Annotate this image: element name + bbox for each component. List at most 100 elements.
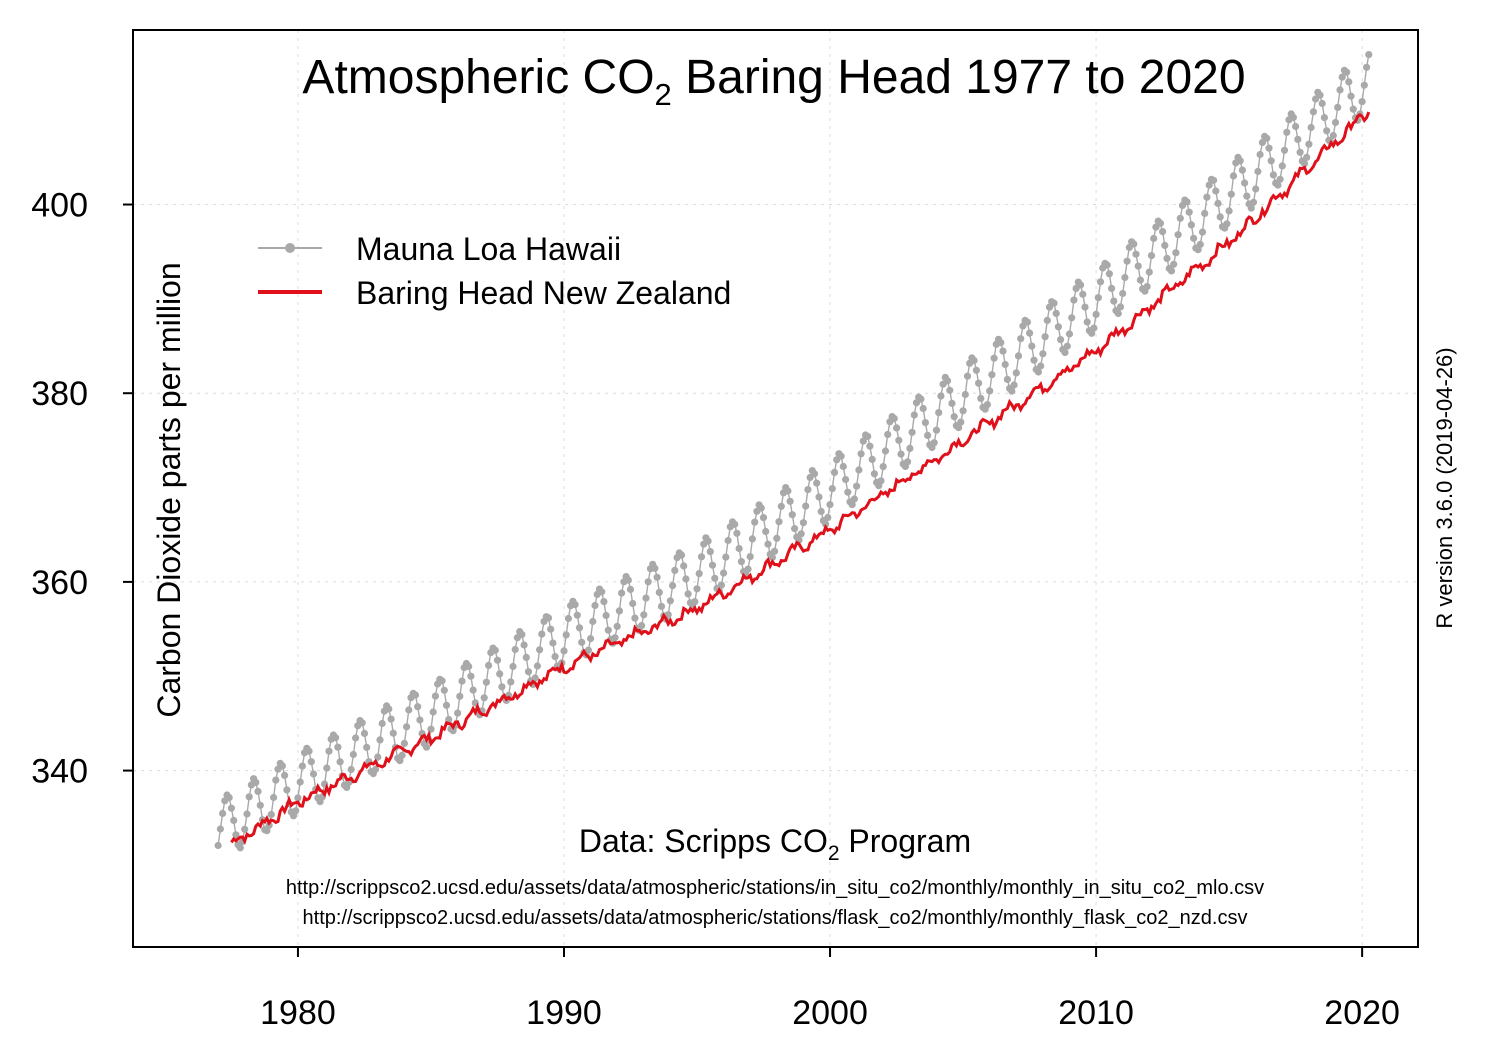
point-mauna-loa-488 bbox=[1296, 148, 1304, 156]
point-mauna-loa-469 bbox=[1254, 167, 1262, 176]
point-mauna-loa-463 bbox=[1241, 179, 1249, 187]
point-mauna-loa-365 bbox=[1023, 318, 1031, 326]
point-mauna-loa-410 bbox=[1123, 257, 1131, 265]
point-mauna-loa-386 bbox=[1070, 296, 1078, 304]
y-axis: 340 360 380 400 bbox=[31, 187, 133, 791]
point-mauna-loa-236 bbox=[737, 558, 746, 566]
y-tick-label-380: 380 bbox=[31, 375, 88, 413]
point-mauna-loa-373 bbox=[1041, 333, 1049, 341]
point-mauna-loa-282 bbox=[839, 462, 847, 471]
x-tick-label-1990: 1990 bbox=[526, 994, 602, 1032]
point-mauna-loa-12 bbox=[241, 825, 249, 833]
point-mauna-loa-438 bbox=[1185, 208, 1193, 216]
point-mauna-loa-500 bbox=[1323, 127, 1331, 135]
point-mauna-loa-277 bbox=[828, 485, 836, 493]
y-tick-label-360: 360 bbox=[31, 564, 88, 602]
point-mauna-loa-450 bbox=[1212, 187, 1220, 195]
point-mauna-loa-313 bbox=[908, 428, 916, 436]
point-mauna-loa-470 bbox=[1256, 150, 1264, 159]
point-mauna-loa-133 bbox=[509, 662, 517, 671]
point-mauna-loa-419 bbox=[1143, 283, 1151, 291]
point-mauna-loa-10 bbox=[236, 844, 244, 852]
point-mauna-loa-127 bbox=[496, 670, 504, 678]
legend-label-mauna-loa: Mauna Loa Hawaii bbox=[356, 231, 621, 267]
point-mauna-loa-324 bbox=[932, 426, 941, 434]
point-mauna-loa-247 bbox=[762, 527, 770, 536]
point-mauna-loa-428 bbox=[1163, 254, 1171, 262]
y-tick-label-340: 340 bbox=[31, 753, 88, 791]
point-mauna-loa-374 bbox=[1043, 316, 1051, 324]
point-mauna-loa-138 bbox=[520, 641, 528, 649]
point-mauna-loa-361 bbox=[1014, 352, 1023, 360]
point-mauna-loa-382 bbox=[1061, 348, 1069, 357]
point-mauna-loa-458 bbox=[1229, 172, 1238, 180]
point-mauna-loa-332 bbox=[950, 413, 958, 421]
point-mauna-loa-366 bbox=[1026, 329, 1034, 337]
point-mauna-loa-110 bbox=[458, 677, 466, 685]
point-mauna-loa-421 bbox=[1147, 252, 1156, 260]
point-mauna-loa-191 bbox=[638, 622, 646, 630]
point-mauna-loa-245 bbox=[757, 504, 765, 512]
point-mauna-loa-476 bbox=[1269, 171, 1277, 179]
point-mauna-loa-84 bbox=[400, 739, 408, 748]
point-mauna-loa-22 bbox=[263, 827, 271, 835]
point-mauna-loa-294 bbox=[866, 442, 874, 450]
point-mauna-loa-398 bbox=[1096, 278, 1105, 286]
point-mauna-loa-406 bbox=[1114, 309, 1122, 318]
gridlines bbox=[133, 30, 1418, 947]
point-mauna-loa-215 bbox=[691, 598, 699, 606]
point-mauna-loa-479 bbox=[1276, 175, 1284, 183]
point-mauna-loa-137 bbox=[518, 630, 526, 639]
point-mauna-loa-6 bbox=[227, 804, 235, 812]
point-mauna-loa-492 bbox=[1305, 140, 1313, 148]
point-mauna-loa-443 bbox=[1196, 240, 1204, 248]
point-mauna-loa-61 bbox=[349, 750, 357, 759]
point-mauna-loa-128 bbox=[498, 683, 506, 691]
point-mauna-loa-493 bbox=[1307, 123, 1315, 132]
point-mauna-loa-108 bbox=[454, 709, 462, 717]
point-mauna-loa-497 bbox=[1316, 91, 1324, 99]
point-mauna-loa-432 bbox=[1172, 249, 1180, 257]
point-mauna-loa-233 bbox=[731, 520, 739, 528]
point-mauna-loa-507 bbox=[1338, 73, 1346, 81]
point-mauna-loa-144 bbox=[533, 662, 542, 670]
legend: Mauna Loa Hawaii Baring Head New Zealand bbox=[258, 231, 731, 311]
point-mauna-loa-197 bbox=[651, 564, 659, 572]
point-mauna-loa-319 bbox=[921, 419, 930, 427]
point-mauna-loa-415 bbox=[1134, 262, 1142, 270]
point-mauna-loa-404 bbox=[1110, 297, 1118, 305]
point-mauna-loa-371 bbox=[1037, 362, 1045, 370]
point-mauna-loa-149 bbox=[544, 614, 553, 622]
point-mauna-loa-335 bbox=[957, 418, 965, 426]
point-mauna-loa-511 bbox=[1347, 92, 1355, 100]
point-mauna-loa-17 bbox=[252, 778, 260, 787]
point-mauna-loa-174 bbox=[600, 598, 608, 606]
point-mauna-loa-18 bbox=[254, 787, 262, 796]
point-mauna-loa-216 bbox=[693, 585, 701, 593]
point-mauna-loa-431 bbox=[1170, 260, 1178, 268]
point-mauna-loa-467 bbox=[1249, 198, 1258, 206]
point-mauna-loa-73 bbox=[376, 736, 384, 744]
point-mauna-loa-217 bbox=[695, 570, 703, 578]
point-mauna-loa-228 bbox=[720, 569, 728, 577]
point-mauna-loa-66 bbox=[360, 729, 369, 738]
point-mauna-loa-74 bbox=[378, 719, 386, 728]
point-mauna-loa-490 bbox=[1300, 160, 1309, 168]
point-mauna-loa-271 bbox=[815, 493, 823, 501]
point-mauna-loa-317 bbox=[917, 395, 925, 403]
point-mauna-loa-94 bbox=[422, 743, 431, 751]
point-mauna-loa-65 bbox=[358, 719, 366, 727]
point-mauna-loa-491 bbox=[1303, 153, 1311, 161]
point-mauna-loa-293 bbox=[864, 432, 872, 440]
point-mauna-loa-246 bbox=[759, 514, 768, 522]
point-mauna-loa-341 bbox=[970, 356, 978, 365]
point-mauna-loa-222 bbox=[706, 548, 714, 556]
point-mauna-loa-396 bbox=[1092, 310, 1100, 318]
point-mauna-loa-367 bbox=[1028, 342, 1036, 350]
point-mauna-loa-306 bbox=[893, 424, 901, 432]
point-mauna-loa-503 bbox=[1329, 131, 1337, 140]
point-mauna-loa-14 bbox=[245, 793, 253, 801]
point-mauna-loa-425 bbox=[1156, 219, 1164, 227]
point-mauna-loa-8 bbox=[232, 831, 240, 839]
point-mauna-loa-96 bbox=[427, 725, 435, 733]
